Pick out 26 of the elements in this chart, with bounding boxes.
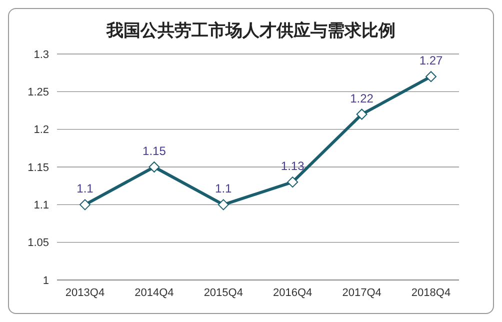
x-tick-label: 2013Q4 <box>65 286 105 299</box>
data-label: 1.15 <box>142 144 166 158</box>
y-tick-label: 1.3 <box>34 48 49 61</box>
y-tick-label: 1.25 <box>28 86 49 99</box>
x-tick-label: 2014Q4 <box>134 286 174 299</box>
data-label: 1.13 <box>280 159 305 174</box>
y-tick-label: 1.05 <box>28 237 49 250</box>
point <box>287 176 298 188</box>
y-tick-label: 1.15 <box>28 162 49 174</box>
x-tick-label: 2015Q4 <box>204 286 243 299</box>
y-tick-label: 1.1 <box>34 200 49 212</box>
y-tick-label: 1.2 <box>34 124 49 136</box>
x-tick-label: 2017Q4 <box>342 286 382 299</box>
data-label: 1.1 <box>215 182 232 196</box>
point <box>148 162 160 172</box>
point <box>356 108 368 120</box>
point <box>80 199 90 210</box>
point <box>218 199 229 210</box>
point <box>426 71 436 82</box>
x-tick-label: 2016Q4 <box>273 286 312 299</box>
y-tick-label: 1 <box>42 274 49 287</box>
data-label: 1.27 <box>419 54 443 68</box>
x-tick-label: 2018Q4 <box>411 286 451 299</box>
data-label: 1.1 <box>76 182 94 196</box>
chart-title: 我国公共劳工市场人才供应与需求比例 <box>105 20 396 42</box>
data-label: 1.22 <box>350 91 374 106</box>
